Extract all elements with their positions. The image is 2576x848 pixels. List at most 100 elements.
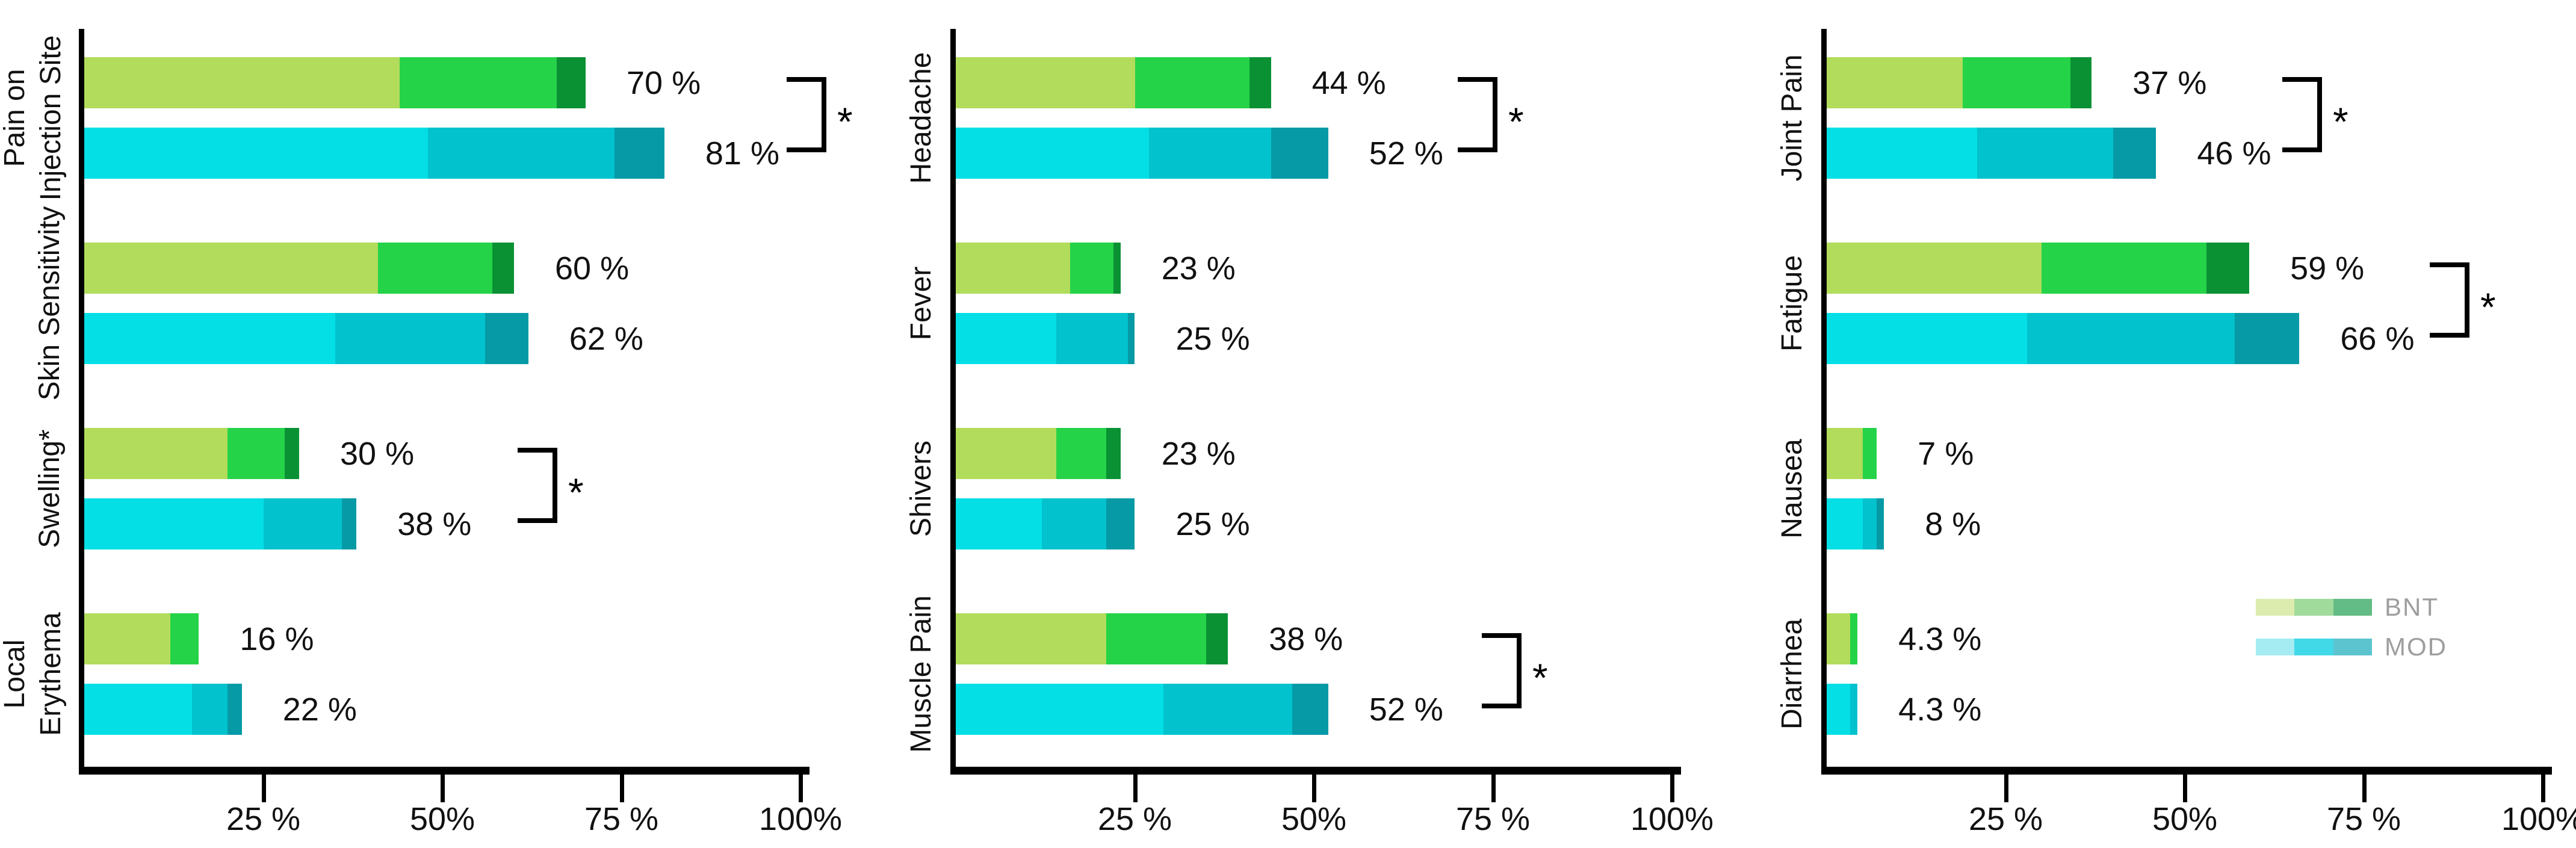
mod-bar-segment-1	[84, 684, 192, 735]
category-label: Diarrhea	[1776, 618, 1808, 730]
category-label: Skin Sensitivity	[34, 206, 66, 401]
mod-bar	[84, 128, 664, 179]
mod-bar-segment-1	[84, 498, 264, 549]
mod-bar-segment-3	[2235, 313, 2300, 364]
mod-bar-segment-1	[956, 313, 1056, 364]
bnt-bar	[956, 57, 1271, 108]
mod-bar-segment-2	[428, 128, 615, 179]
value-label: 4.3 %	[1898, 691, 1982, 728]
significance-bracket-vertical	[822, 76, 826, 152]
mod-bar-segment-1	[956, 128, 1150, 179]
bnt-bar	[956, 243, 1121, 294]
value-label: 38 %	[1269, 621, 1343, 657]
mod-bar-segment-2	[263, 498, 342, 549]
legend-swatch-bnt-segment-1	[2256, 599, 2295, 616]
mod-bar-segment-2	[1056, 313, 1128, 364]
mod-bar	[956, 128, 1328, 179]
x-tick-label: 75 %	[2326, 801, 2401, 837]
mod-bar	[1827, 313, 2300, 364]
bnt-bar-segment-2	[399, 57, 557, 108]
mod-bar-segment-1	[84, 128, 429, 179]
significance-asterisk: *	[568, 470, 584, 515]
bnt-bar-segment-1	[1827, 243, 2042, 294]
x-axis	[79, 767, 810, 775]
value-label: 60 %	[555, 250, 630, 286]
mod-bar-segment-3	[1106, 498, 1135, 549]
mod-bar	[84, 684, 242, 735]
x-tick	[2004, 775, 2008, 802]
category-label: Nausea	[1776, 439, 1808, 539]
x-tick-label: 50%	[2152, 801, 2218, 837]
bnt-bar-segment-3	[2070, 57, 2092, 108]
legend-swatch-mod-segment-3	[2333, 639, 2372, 655]
bnt-bar-segment-1	[956, 57, 1135, 108]
bnt-bar	[84, 428, 299, 479]
x-tick-label: 25 %	[1968, 801, 2043, 837]
bnt-bar-segment-2	[377, 243, 493, 294]
bnt-bar-segment-2	[1963, 57, 2070, 108]
y-axis	[79, 29, 84, 775]
value-label: 44 %	[1311, 64, 1386, 101]
bnt-bar	[956, 428, 1121, 479]
mod-bar-segment-2	[1149, 128, 1271, 179]
bnt-bar-segment-2	[228, 428, 285, 479]
bnt-bar	[84, 57, 586, 108]
x-tick	[1491, 775, 1496, 802]
significance-bracket-top-arm	[1482, 633, 1522, 638]
x-tick-label: 50%	[1281, 801, 1347, 837]
mod-bar-segment-2	[191, 684, 228, 735]
bnt-bar-segment-3	[2206, 243, 2250, 294]
bnt-bar-segment-1	[84, 243, 378, 294]
x-tick	[619, 775, 624, 802]
significance-bracket-top-arm	[1458, 76, 1497, 82]
bnt-bar-segment-1	[956, 428, 1056, 479]
significance-bracket-bottom-arm	[1458, 147, 1497, 152]
bnt-bar-segment-2	[1862, 428, 1877, 479]
mod-bar-segment-2	[2027, 313, 2235, 364]
bnt-bar	[1827, 57, 2092, 108]
bnt-bar-segment-2	[1106, 613, 1207, 664]
mod-bar	[956, 684, 1328, 735]
bnt-bar-segment-1	[84, 428, 228, 479]
bnt-bar-segment-2	[1135, 57, 1249, 108]
x-tick-label: 25 %	[226, 801, 301, 837]
x-axis	[1821, 767, 2552, 775]
significance-bracket-vertical	[553, 447, 557, 523]
bnt-bar-segment-3	[1106, 428, 1121, 479]
value-label: 81 %	[705, 135, 779, 172]
mod-bar	[1827, 684, 1858, 735]
significance-asterisk: *	[2480, 285, 2496, 329]
value-label: 46 %	[2197, 135, 2271, 172]
value-label: 38 %	[397, 506, 472, 542]
mod-bar-segment-1	[84, 313, 335, 364]
value-label: 16 %	[240, 621, 314, 657]
mod-bar-segment-2	[1163, 684, 1293, 735]
x-tick	[2541, 775, 2545, 802]
x-tick	[2183, 775, 2187, 802]
value-label: 30 %	[340, 435, 415, 472]
mod-bar	[84, 313, 528, 364]
category-label: Shivers	[905, 440, 937, 537]
bnt-bar	[84, 243, 514, 294]
x-tick	[1133, 775, 1138, 802]
value-label: 25 %	[1175, 506, 1250, 542]
legend-label-mod: MOD	[2385, 633, 2447, 661]
bnt-bar-segment-2	[170, 613, 199, 664]
legend-swatch-bnt-segment-3	[2333, 599, 2372, 616]
x-tick-label: 100%	[758, 801, 843, 837]
value-label: 23 %	[1161, 435, 1236, 472]
bnt-bar-segment-2	[2042, 243, 2206, 294]
mod-bar-segment-3	[1292, 684, 1328, 735]
category-label: Headache	[905, 52, 937, 184]
mod-bar-segment-3	[2113, 128, 2156, 179]
mod-bar	[956, 498, 1135, 549]
bnt-bar-segment-3	[492, 243, 514, 294]
category-label: Fever	[905, 266, 937, 341]
bnt-bar	[1827, 428, 1877, 479]
value-label: 52 %	[1369, 691, 1443, 728]
mod-bar-segment-3	[1877, 498, 1884, 549]
significance-bracket-top-arm	[518, 447, 557, 453]
significance-bracket-vertical	[1517, 633, 1522, 708]
bnt-bar-segment-1	[1827, 57, 1963, 108]
significance-bracket-vertical	[2317, 76, 2322, 152]
